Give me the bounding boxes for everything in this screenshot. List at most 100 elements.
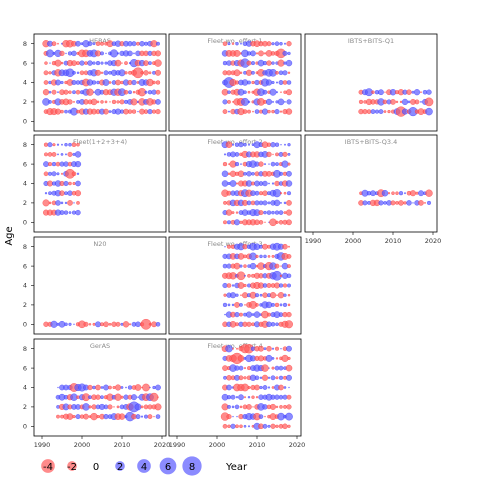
residual-bubble <box>95 69 101 76</box>
residual-bubble <box>243 172 247 176</box>
residual-bubble <box>224 153 226 156</box>
residual-bubble <box>115 384 122 391</box>
residual-bubble <box>247 80 251 85</box>
residual-bubble <box>273 199 281 207</box>
residual-bubble <box>258 191 264 196</box>
residual-bubble <box>148 61 152 65</box>
residual-bubble <box>275 357 279 360</box>
residual-bubble <box>131 79 137 86</box>
residual-bubble <box>95 61 101 66</box>
residual-bubble <box>281 354 289 362</box>
residual-bubble <box>387 192 391 195</box>
residual-bubble <box>275 346 279 351</box>
residual-bubble <box>285 412 293 421</box>
legend-label: 2 <box>117 462 123 473</box>
residual-bubble <box>242 244 248 250</box>
bubbles <box>358 88 434 117</box>
residual-bubble <box>238 394 244 401</box>
residual-bubble <box>267 201 271 205</box>
residual-bubble <box>42 199 50 207</box>
y-tick-label: 0 <box>23 321 27 329</box>
residual-bubble <box>152 385 156 390</box>
residual-bubble <box>72 415 76 419</box>
residual-bubble <box>90 98 98 106</box>
residual-bubble <box>283 293 287 297</box>
residual-bubble <box>114 59 122 67</box>
residual-bubble <box>234 312 240 318</box>
residual-bubble <box>88 395 92 400</box>
residual-bubble <box>271 42 275 46</box>
residual-bubble <box>226 244 231 249</box>
residual-bubble <box>114 393 122 401</box>
residual-bubble <box>234 404 240 410</box>
residual-bubble <box>82 403 90 411</box>
residual-bubble <box>243 264 247 268</box>
residual-bubble <box>144 90 148 94</box>
residual-bubble <box>68 142 72 147</box>
residual-bubble <box>259 293 263 297</box>
residual-bubble <box>228 110 230 113</box>
residual-bubble <box>54 59 62 67</box>
residual-bubble <box>276 81 278 84</box>
residual-bubble <box>140 71 144 75</box>
panel: IBTS+BITS-Q3.4 1990 2000 2010 2020 <box>304 134 441 245</box>
residual-bubble <box>56 143 60 146</box>
residual-bubble <box>44 192 48 195</box>
residual-bubble <box>221 180 229 187</box>
y-tick-label: 4 <box>23 282 27 290</box>
y-tick-label: 2 <box>23 403 27 411</box>
residual-bubble <box>239 312 243 317</box>
residual-bubble <box>55 161 61 167</box>
residual-bubble <box>122 321 130 328</box>
residual-bubble <box>64 143 68 147</box>
residual-bubble <box>55 108 61 115</box>
residual-bubble <box>286 80 292 85</box>
residual-bubble <box>111 99 117 105</box>
residual-bubble <box>223 220 227 225</box>
residual-bubble <box>222 424 228 429</box>
residual-bubble <box>285 180 293 187</box>
residual-bubble <box>266 210 272 215</box>
residual-bubble <box>56 172 60 176</box>
residual-bubble <box>95 394 101 400</box>
residual-bubble <box>43 161 49 167</box>
residual-bubble <box>426 89 432 95</box>
residual-bubble <box>235 211 239 214</box>
residual-bubble <box>144 41 148 46</box>
residual-bubble <box>155 109 161 115</box>
residual-bubble <box>412 202 414 204</box>
residual-bubble <box>155 322 161 327</box>
residual-bubble <box>255 396 259 399</box>
residual-bubble <box>71 80 77 85</box>
residual-bubble <box>124 71 128 75</box>
residual-bubble <box>286 254 292 259</box>
residual-bubble <box>223 201 227 205</box>
residual-bubble <box>425 107 433 116</box>
residual-bubble <box>266 171 272 177</box>
residual-bubble <box>226 283 232 288</box>
residual-bubble <box>281 160 289 168</box>
residual-bubble <box>259 376 263 379</box>
residual-bubble <box>104 100 108 104</box>
residual-bubble <box>135 414 141 420</box>
residual-bubble <box>64 109 68 114</box>
residual-bubble <box>286 89 292 96</box>
residual-bubble <box>247 100 251 104</box>
residual-bubble <box>381 190 389 197</box>
x-tick-label: 2000 <box>345 237 362 245</box>
residual-bubble <box>236 271 246 281</box>
bubbles <box>43 319 161 330</box>
residual-bubble <box>76 61 80 66</box>
residual-bubble <box>282 243 288 250</box>
x-tick-label: 2010 <box>249 441 266 449</box>
residual-bubble <box>395 201 399 205</box>
residual-bubble <box>51 89 57 95</box>
residual-bubble <box>243 90 247 94</box>
residual-bubble <box>251 61 255 66</box>
residual-bubble <box>274 394 280 400</box>
residual-bubble <box>244 396 246 399</box>
residual-bubble <box>72 90 76 95</box>
residual-bubble <box>395 100 399 104</box>
y-tick-label: 0 <box>23 423 27 431</box>
residual-bubble <box>277 292 285 299</box>
